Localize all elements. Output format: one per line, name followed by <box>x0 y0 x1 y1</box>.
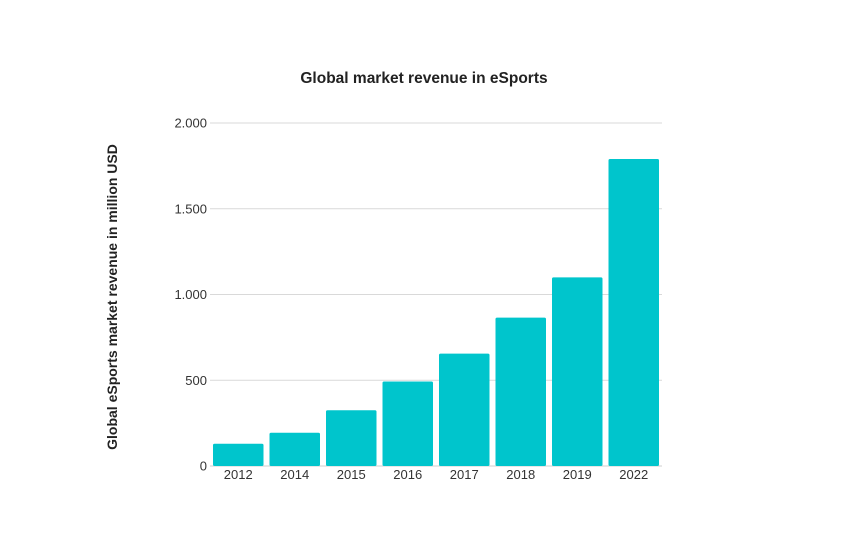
bar-2016 <box>382 381 433 466</box>
x-tick-label: 2012 <box>224 467 253 482</box>
x-tick-labels: 2012 2014 2015 2016 2017 2018 2019 2022 <box>224 467 648 482</box>
y-tick-label: 0 <box>200 459 207 474</box>
x-tick-label: 2017 <box>450 467 479 482</box>
bar-2014 <box>269 432 320 466</box>
y-tick-labels: 0 500 1.000 1.500 2.000 <box>174 116 207 474</box>
bars <box>213 159 659 466</box>
x-tick-label: 2014 <box>280 467 309 482</box>
x-tick-label: 2018 <box>506 467 535 482</box>
y-tick-label: 2.000 <box>174 116 207 131</box>
chart-title: Global market revenue in eSports <box>300 70 547 87</box>
x-tick-label: 2022 <box>619 467 648 482</box>
bar-2012 <box>213 443 264 466</box>
y-tick-label: 1.500 <box>174 201 207 216</box>
x-tick-label: 2016 <box>393 467 422 482</box>
x-tick-label: 2015 <box>337 467 366 482</box>
x-tick-label: 2019 <box>563 467 592 482</box>
bar-2019 <box>552 277 603 466</box>
bar-2022 <box>608 159 659 466</box>
bar-2015 <box>326 410 377 466</box>
y-tick-label: 500 <box>185 373 207 388</box>
y-axis-label: Global eSports market revenue in million… <box>104 144 120 450</box>
bar-2017 <box>439 353 490 466</box>
bar-2018 <box>495 317 546 466</box>
y-tick-label: 1.000 <box>174 287 207 302</box>
